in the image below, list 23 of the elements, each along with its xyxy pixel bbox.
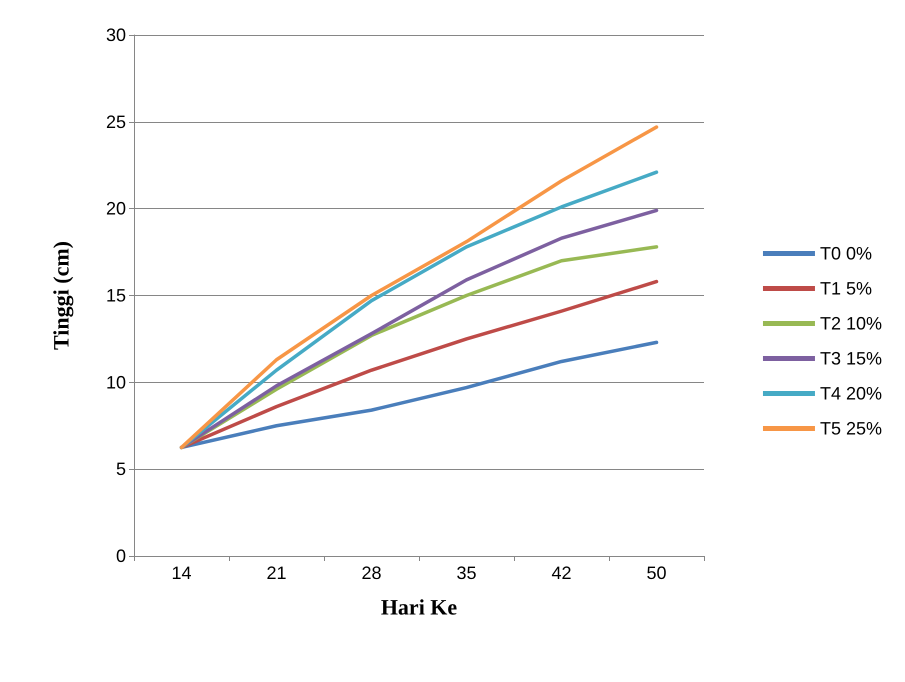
x-tick-label: 28 <box>361 563 382 583</box>
line-series <box>180 340 658 450</box>
y-tick-label: 25 <box>106 112 126 132</box>
y-tick-label: 20 <box>106 198 126 219</box>
x-tick-label: 50 <box>646 563 667 583</box>
y-tick-label: 10 <box>106 372 126 392</box>
y-tick-label: 0 <box>116 546 126 566</box>
legend-label: T3 15% <box>820 348 882 368</box>
x-tick-label: 21 <box>266 563 287 583</box>
y-tick-label: 30 <box>106 25 126 45</box>
x-axis-title: Hari Ke <box>380 594 458 620</box>
legend-label: T4 20% <box>820 384 882 404</box>
y-axis-title: Tinggi (cm) <box>48 241 74 350</box>
x-tick-label: 14 <box>171 563 192 583</box>
line-series <box>180 280 658 450</box>
y-tick-label: 15 <box>106 286 126 306</box>
legend-label: T1 5% <box>820 278 872 298</box>
y-tick-label: 5 <box>116 459 126 480</box>
x-tick-label: 35 <box>456 563 477 583</box>
legend-label: T5 25% <box>820 418 882 438</box>
legend-label: T2 10% <box>820 314 882 334</box>
legend-label: T0 0% <box>820 244 872 264</box>
x-tick-label: 42 <box>551 563 572 583</box>
